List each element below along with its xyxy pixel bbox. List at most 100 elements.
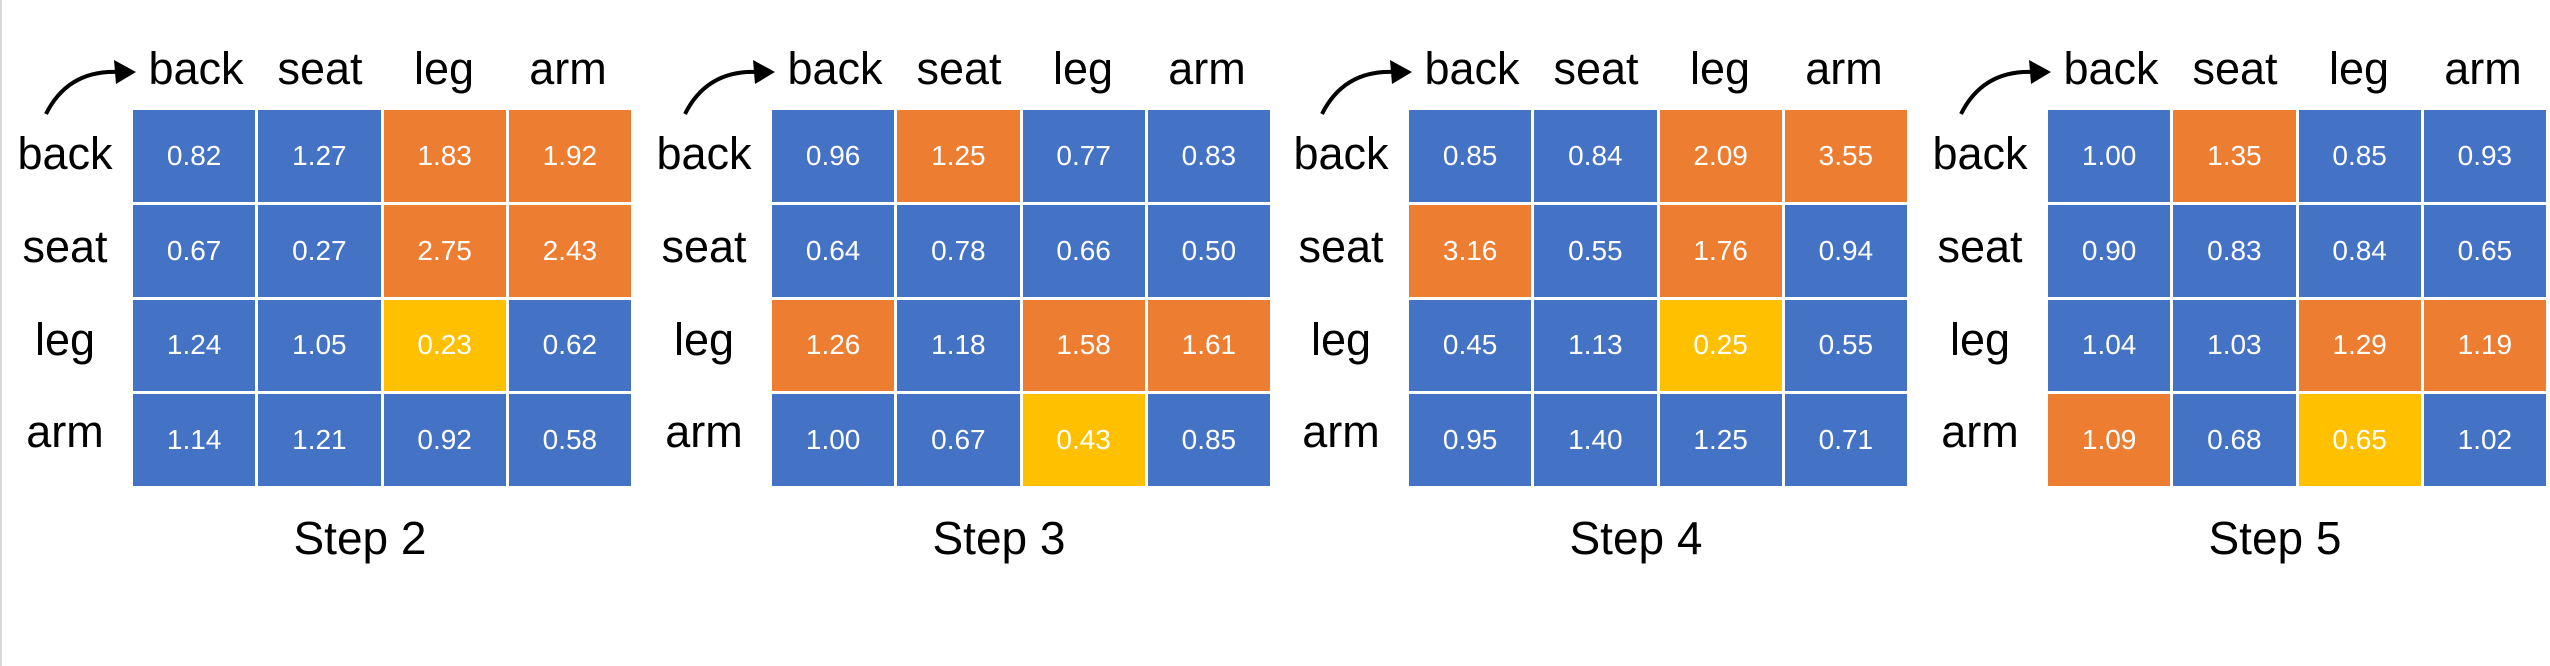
row-header-leg: leg — [673, 314, 735, 365]
step-caption: Step 3 — [932, 512, 1066, 564]
row-header-seat: seat — [661, 221, 747, 272]
cell-leg-arm: 0.62 — [508, 299, 631, 392]
cell-seat-back: 0.90 — [2048, 204, 2171, 297]
row-header-seat: seat — [1298, 221, 1384, 272]
cell-seat-back: 3.16 — [1409, 204, 1532, 297]
cell-leg-back: 1.26 — [772, 299, 895, 392]
cell-arm-leg: 1.25 — [1659, 394, 1782, 486]
cell-leg-seat: 1.05 — [258, 299, 381, 392]
panel-step-2: back seat leg arm back seat leg arm 0.82 1.27 1.83… — [0, 0, 640, 666]
cell-back-seat: 0.84 — [1534, 110, 1657, 202]
column-header-back: back — [2063, 43, 2159, 94]
cell-seat-seat: 0.83 — [2173, 204, 2296, 297]
cell-leg-back: 1.24 — [133, 299, 256, 392]
column-header-back: back — [148, 43, 244, 94]
row-header-back: back — [1932, 128, 2028, 179]
column-header-leg: leg — [2328, 43, 2390, 94]
cell-back-leg: 0.85 — [2298, 110, 2421, 202]
cell-leg-leg: 1.58 — [1022, 299, 1145, 392]
heatmap-grid: 1.00 1.35 0.85 0.93 0.90 0.83 0.84 0.65 1.04 1.03… — [2048, 110, 2546, 486]
cell-arm-arm: 1.02 — [2423, 394, 2546, 486]
column-header-arm: arm — [2444, 43, 2522, 94]
cell-arm-back: 1.00 — [772, 394, 895, 486]
row-header-arm: arm — [1302, 406, 1380, 457]
step-caption: Step 5 — [2208, 512, 2342, 564]
column-header-arm: arm — [1168, 43, 1246, 94]
curved-arrow-icon — [1959, 60, 2051, 115]
cell-seat-leg: 2.75 — [383, 204, 506, 297]
row-header-arm: arm — [665, 406, 743, 457]
cell-leg-leg: 0.25 — [1659, 299, 1782, 392]
cell-back-arm: 1.92 — [508, 110, 631, 202]
cell-back-back: 0.82 — [133, 110, 256, 202]
cell-arm-seat: 1.21 — [258, 394, 381, 486]
cell-seat-back: 0.64 — [772, 204, 895, 297]
cell-arm-back: 1.14 — [133, 394, 256, 486]
cell-back-back: 0.96 — [772, 110, 895, 202]
heatmap-grid: 0.82 1.27 1.83 1.92 0.67 0.27 2.75 2.43 1.24 1.05… — [133, 110, 631, 486]
heatmap-grid: 0.96 1.25 0.77 0.83 0.64 0.78 0.66 0.50 1.26 1.18… — [772, 110, 1270, 486]
cell-leg-arm: 1.61 — [1147, 299, 1270, 392]
cell-arm-leg: 0.92 — [383, 394, 506, 486]
cell-leg-seat: 1.13 — [1534, 299, 1657, 392]
panel-step-5: back seat leg arm back seat leg arm 1.00 1.35 0.85… — [1915, 0, 2550, 666]
cell-seat-arm: 0.94 — [1784, 204, 1907, 297]
cell-arm-leg: 0.65 — [2298, 394, 2421, 486]
column-header-back: back — [787, 43, 883, 94]
panel-step-4: back seat leg arm back seat leg arm 0.85 0.84 2.09… — [1276, 0, 1916, 666]
cell-leg-back: 1.04 — [2048, 299, 2171, 392]
column-header-seat: seat — [916, 43, 1002, 94]
cell-seat-back: 0.67 — [133, 204, 256, 297]
row-header-leg: leg — [1310, 314, 1372, 365]
cell-seat-arm: 2.43 — [508, 204, 631, 297]
heatmap-grid: 0.85 0.84 2.09 3.55 3.16 0.55 1.76 0.94 0.45 1.13… — [1409, 110, 1907, 486]
cell-leg-seat: 1.03 — [2173, 299, 2296, 392]
cell-leg-arm: 0.55 — [1784, 299, 1907, 392]
row-header-arm: arm — [1941, 406, 2019, 457]
row-header-back: back — [17, 128, 113, 179]
cell-seat-seat: 0.78 — [897, 204, 1020, 297]
cell-back-leg: 0.77 — [1022, 110, 1145, 202]
row-header-leg: leg — [1949, 314, 2011, 365]
cell-arm-leg: 0.43 — [1022, 394, 1145, 486]
row-header-leg: leg — [34, 314, 96, 365]
column-header-leg: leg — [413, 43, 475, 94]
cell-arm-arm: 0.71 — [1784, 394, 1907, 486]
column-header-leg: leg — [1689, 43, 1751, 94]
cell-arm-seat: 0.68 — [2173, 394, 2296, 486]
column-header-seat: seat — [1553, 43, 1639, 94]
cell-back-arm: 3.55 — [1784, 110, 1907, 202]
cell-seat-leg: 1.76 — [1659, 204, 1782, 297]
step-caption: Step 4 — [1569, 512, 1703, 564]
row-header-back: back — [1293, 128, 1389, 179]
cell-arm-seat: 0.67 — [897, 394, 1020, 486]
cell-back-leg: 1.83 — [383, 110, 506, 202]
cell-arm-back: 0.95 — [1409, 394, 1532, 486]
cell-arm-arm: 0.85 — [1147, 394, 1270, 486]
row-header-back: back — [656, 128, 752, 179]
curved-arrow-icon — [44, 60, 136, 115]
cell-back-seat: 1.25 — [897, 110, 1020, 202]
column-header-back: back — [1424, 43, 1520, 94]
cell-leg-arm: 1.19 — [2423, 299, 2546, 392]
cell-back-back: 1.00 — [2048, 110, 2171, 202]
cell-back-seat: 1.27 — [258, 110, 381, 202]
cell-back-arm: 0.93 — [2423, 110, 2546, 202]
left-border-rule — [0, 0, 2, 666]
cell-seat-seat: 0.27 — [258, 204, 381, 297]
column-header-leg: leg — [1052, 43, 1114, 94]
row-header-seat: seat — [1937, 221, 2023, 272]
cell-leg-back: 0.45 — [1409, 299, 1532, 392]
cell-seat-arm: 0.50 — [1147, 204, 1270, 297]
cell-leg-leg: 1.29 — [2298, 299, 2421, 392]
cell-leg-seat: 1.18 — [897, 299, 1020, 392]
cell-seat-seat: 0.55 — [1534, 204, 1657, 297]
cell-seat-arm: 0.65 — [2423, 204, 2546, 297]
column-header-arm: arm — [529, 43, 607, 94]
cell-leg-leg: 0.23 — [383, 299, 506, 392]
column-header-arm: arm — [1805, 43, 1883, 94]
step-caption: Step 2 — [293, 512, 427, 564]
curved-arrow-icon — [683, 60, 775, 115]
cell-seat-leg: 0.84 — [2298, 204, 2421, 297]
column-header-seat: seat — [277, 43, 363, 94]
